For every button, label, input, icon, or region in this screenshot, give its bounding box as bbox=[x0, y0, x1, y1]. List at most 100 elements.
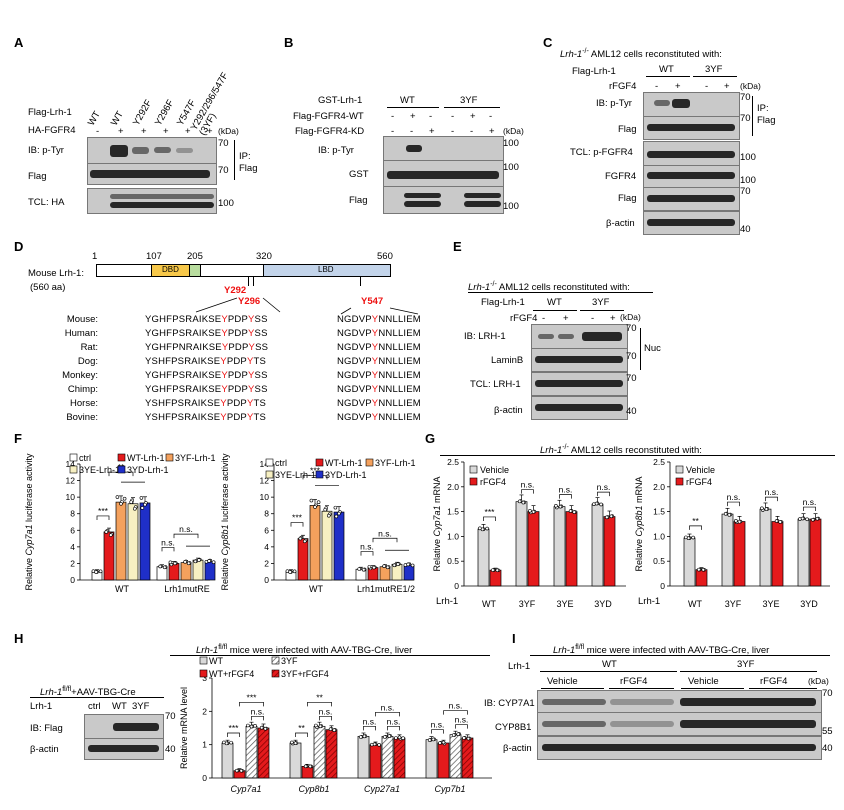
bar-3YD-Lrh-1 bbox=[333, 511, 345, 581]
seq-547: NGDVPYNNLLIEM bbox=[337, 314, 421, 325]
row-label: Flag-FGFR4-WT bbox=[293, 111, 364, 122]
data-point bbox=[485, 526, 489, 531]
data-point bbox=[357, 567, 362, 571]
mw-marker: 70 bbox=[626, 373, 637, 384]
sig-label: n.s. bbox=[381, 702, 395, 712]
data-point bbox=[119, 502, 123, 506]
legend-label: ctrl bbox=[275, 458, 287, 468]
y-tick-label: 0 bbox=[454, 581, 459, 591]
bar-rfgf4 bbox=[771, 521, 784, 587]
sign: - bbox=[451, 126, 455, 137]
legend-swatch bbox=[271, 669, 280, 678]
panel-i-title: Lrh-1fl/fl mice were infected with AAV-T… bbox=[553, 644, 770, 657]
blot-label: IB: CYP7A1 bbox=[484, 698, 535, 709]
x-category-label: 3YE bbox=[762, 599, 779, 609]
panel-c-title: Lrh-1-/- AML12 cells reconstituted with: bbox=[560, 48, 722, 61]
data-point bbox=[462, 736, 466, 740]
data-point bbox=[394, 736, 398, 740]
row-label: rFGF4 bbox=[609, 81, 637, 92]
row-label: rFGF4 bbox=[510, 313, 538, 324]
mw-marker: 70 bbox=[626, 323, 637, 334]
x-category-label: Cyp8b1 bbox=[298, 784, 329, 794]
bar-WT-Lrh-1 bbox=[297, 538, 309, 581]
x-group-label: WT bbox=[309, 584, 323, 594]
sig-bracket bbox=[375, 711, 400, 717]
data-point bbox=[158, 564, 162, 569]
sig-bracket bbox=[597, 491, 610, 497]
bar-WT bbox=[357, 735, 370, 779]
y-tick-label: 2.0 bbox=[653, 482, 665, 492]
sign: + bbox=[207, 126, 213, 137]
data-point bbox=[362, 734, 367, 739]
data-point bbox=[122, 496, 127, 501]
data-point bbox=[253, 723, 257, 728]
blot-actin bbox=[537, 736, 822, 760]
x-group-label: Lrh1mutRE1/2 bbox=[357, 584, 415, 594]
sign: - bbox=[489, 111, 493, 122]
mw-marker: 40 bbox=[165, 744, 176, 755]
mw-marker: 40 bbox=[740, 224, 751, 235]
data-point bbox=[609, 514, 614, 519]
mw-marker: 70 bbox=[740, 92, 751, 103]
blot-label: IB: LRH-1 bbox=[464, 331, 506, 342]
sign: - bbox=[451, 111, 455, 122]
blot-label: GST bbox=[349, 169, 369, 180]
sign: + bbox=[470, 111, 476, 122]
data-point bbox=[760, 506, 764, 511]
data-point bbox=[800, 516, 805, 521]
data-point bbox=[326, 513, 331, 518]
mw-marker: 100 bbox=[503, 138, 519, 149]
sig-bracket bbox=[251, 715, 264, 721]
blot-flag2 bbox=[643, 187, 740, 211]
panel-label-i: I bbox=[512, 631, 516, 646]
data-point bbox=[318, 724, 323, 729]
sign: - bbox=[96, 126, 100, 137]
blot-ha bbox=[87, 188, 217, 214]
data-point bbox=[140, 506, 145, 510]
sig-label: *** bbox=[229, 723, 240, 733]
data-point bbox=[337, 511, 341, 516]
data-point bbox=[139, 496, 144, 500]
data-point bbox=[568, 509, 573, 513]
sig-bracket bbox=[765, 496, 778, 502]
bar-WT bbox=[425, 739, 438, 779]
species-label: Bovine: bbox=[66, 412, 98, 423]
y-tick-label: 0 bbox=[264, 575, 269, 585]
data-point bbox=[302, 539, 307, 544]
sig-label: n.s. bbox=[559, 485, 573, 495]
bar-WT bbox=[221, 742, 234, 779]
panel-h-subtitle: Lrh-1fl/fl+AAV-TBG-Cre bbox=[40, 686, 136, 699]
row-label: Lrh-1 bbox=[638, 596, 661, 607]
y-axis-label: Relative Cyp7a1 mRNA bbox=[432, 476, 442, 571]
data-point bbox=[427, 738, 432, 742]
domain-tick: 320 bbox=[256, 251, 272, 262]
sig-label: n.s. bbox=[727, 492, 741, 502]
mw-marker: 70 bbox=[218, 165, 229, 176]
group-label: WT bbox=[400, 95, 415, 106]
panel-label-f: F bbox=[14, 431, 22, 446]
legend-swatch bbox=[199, 669, 208, 678]
nuc-label: Nuc bbox=[644, 343, 661, 354]
data-point bbox=[572, 510, 577, 514]
data-point bbox=[239, 768, 244, 773]
data-point bbox=[334, 514, 339, 519]
sig-label: *** bbox=[98, 506, 109, 516]
sig-label: n.s. bbox=[161, 537, 175, 547]
row-label: Lrh-1 bbox=[508, 661, 531, 672]
species-label: Rat: bbox=[80, 342, 98, 353]
legend-label: 3YD-Lrh-1 bbox=[325, 470, 367, 480]
row-label: Lrh-1 bbox=[436, 596, 459, 607]
protein-label: Mouse Lrh-1: bbox=[28, 268, 84, 279]
data-point bbox=[696, 567, 701, 572]
data-point bbox=[401, 736, 405, 741]
panel-label-a: A bbox=[14, 35, 24, 50]
data-point bbox=[438, 741, 442, 745]
sig-bracket bbox=[96, 515, 110, 520]
sign: + bbox=[185, 126, 191, 137]
legend-swatch bbox=[199, 656, 208, 665]
seq-292-296: YGHFPSRAIKSEYPDPYSS bbox=[145, 370, 268, 381]
data-point bbox=[211, 560, 216, 564]
seq-547: NGDVPYNNLLIEM bbox=[337, 412, 421, 423]
sig-label: *** bbox=[485, 507, 496, 517]
